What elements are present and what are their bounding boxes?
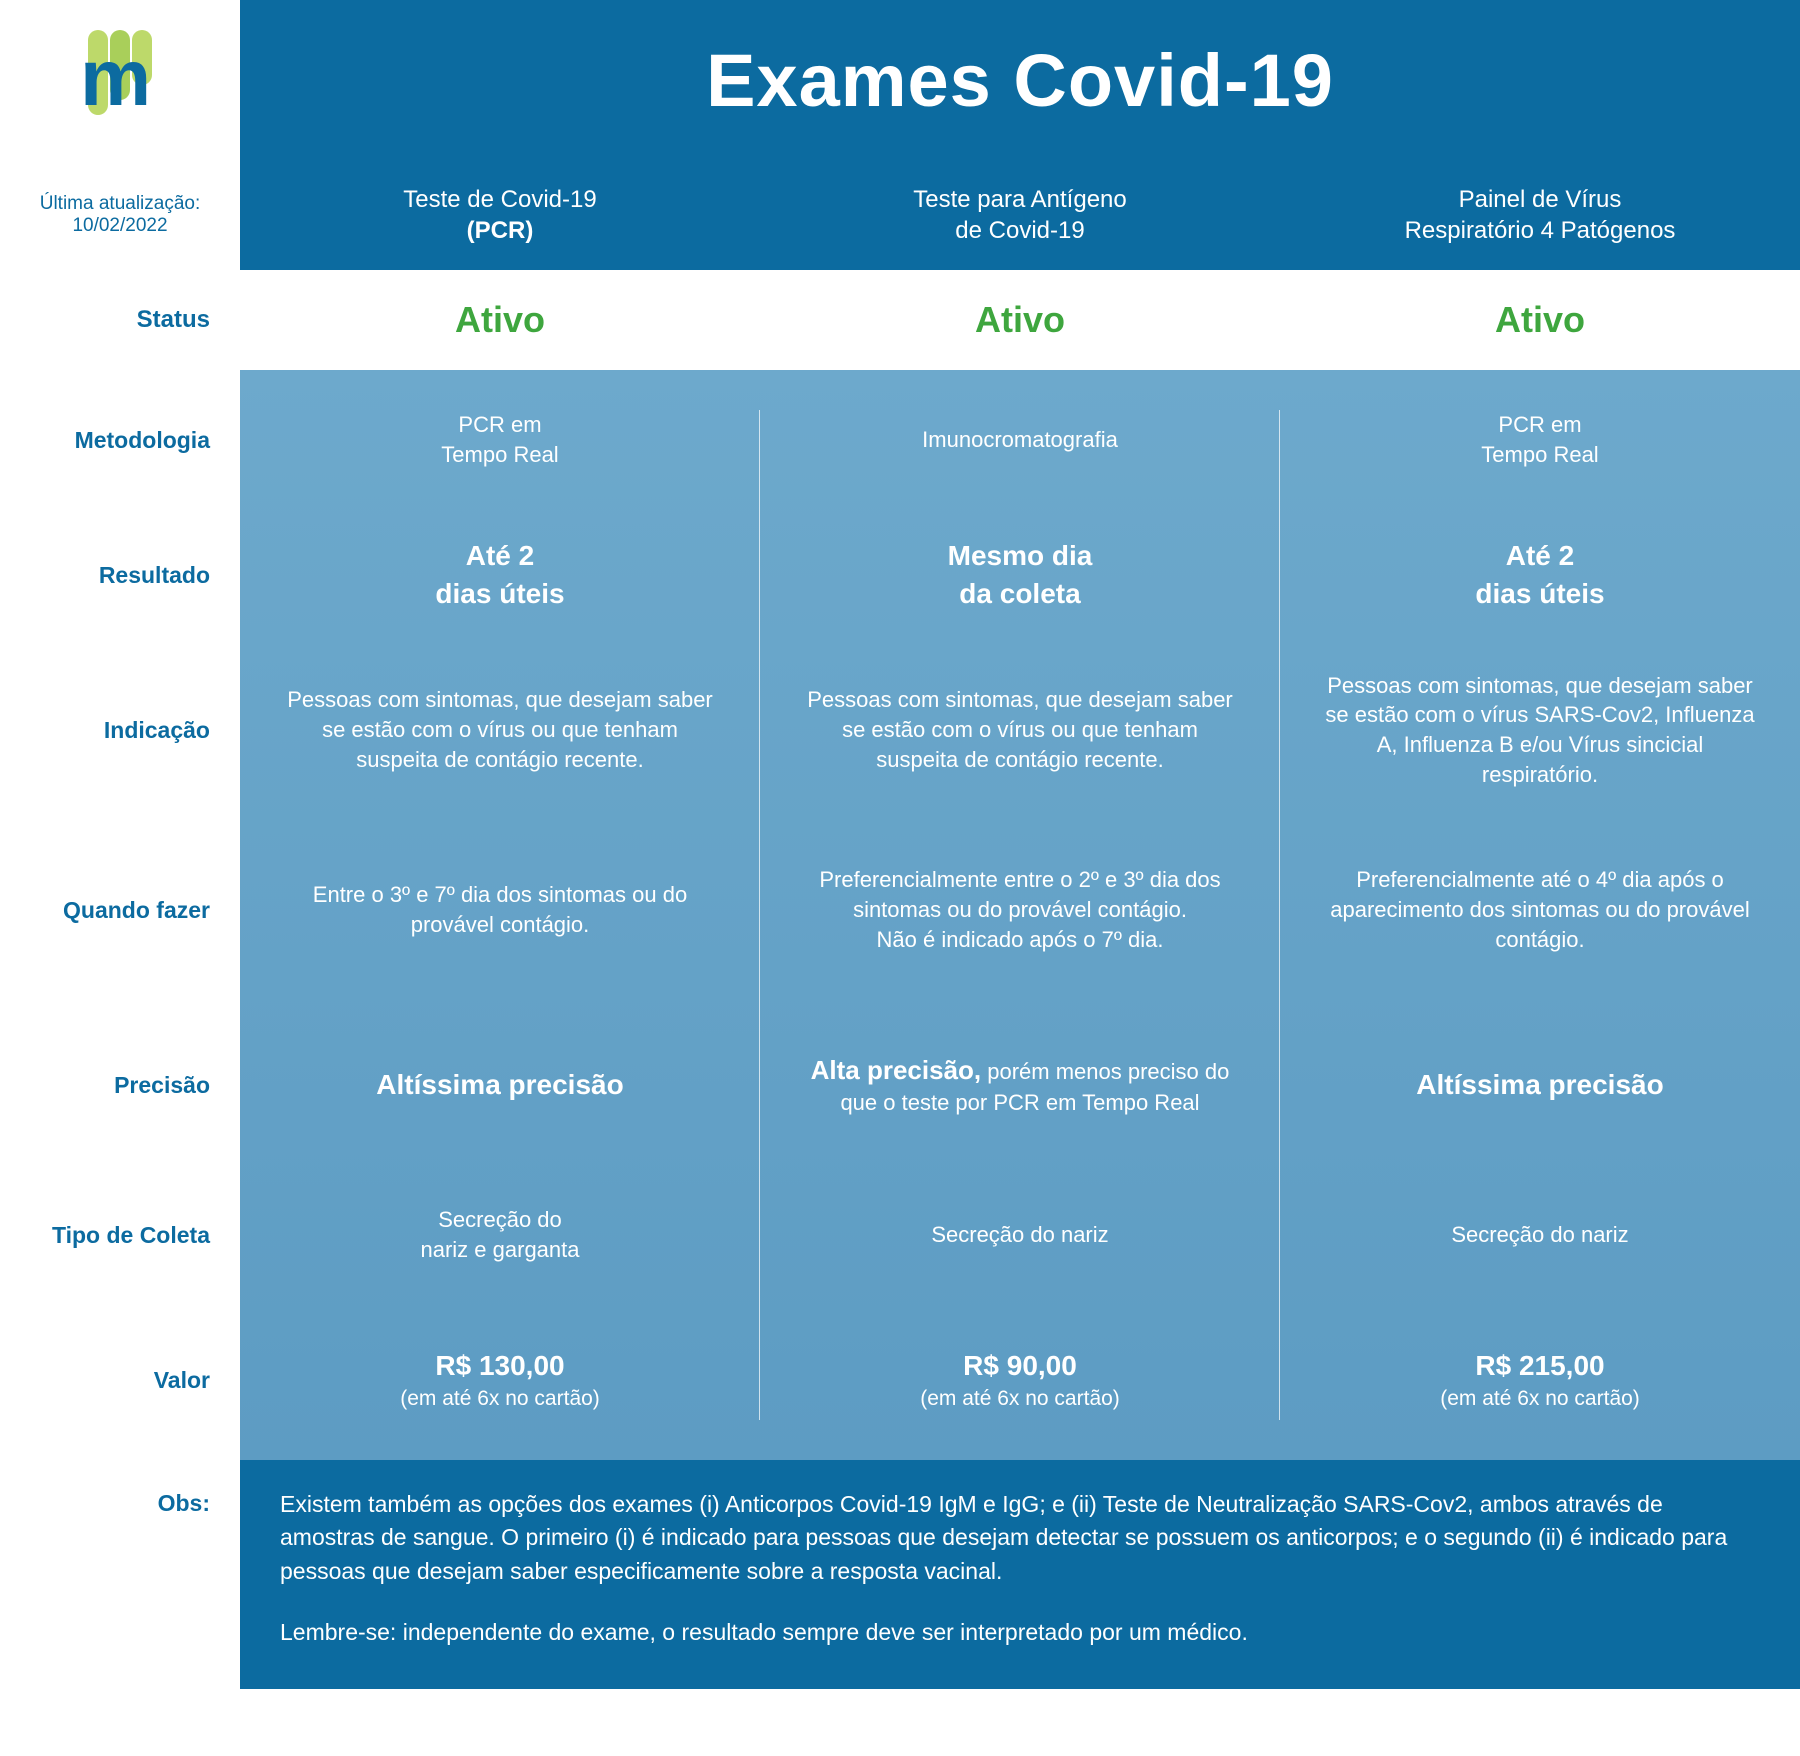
- prec-1: Alta precisão, porém menos preciso do qu…: [760, 1000, 1280, 1170]
- obs-p1: Existem também as opções dos exames (i) …: [280, 1488, 1750, 1588]
- label-valor: Valor: [0, 1300, 240, 1460]
- col2-line1: Painel de Vírus: [1459, 184, 1622, 215]
- label-precisao: Precisão: [0, 1000, 240, 1170]
- result-2-text: Até 2 dias úteis: [1475, 537, 1604, 613]
- update-date: 10/02/2022: [72, 215, 167, 237]
- indic-2: Pessoas com sintomas, que desejam saber …: [1280, 640, 1800, 820]
- update-box: Última atualização: 10/02/2022: [0, 160, 240, 270]
- col1-line2: de Covid-19: [955, 215, 1084, 246]
- valor-2-note: (em até 6x no cartão): [1440, 1385, 1640, 1413]
- prec-0-strong: Altíssima precisão: [376, 1066, 623, 1104]
- obs-body: Existem também as opções dos exames (i) …: [240, 1460, 1800, 1689]
- page-title: Exames Covid-19: [706, 38, 1334, 123]
- valor-1-price: R$ 90,00: [963, 1347, 1077, 1385]
- label-resultado: Resultado: [0, 510, 240, 640]
- header-row: m Exames Covid-19: [0, 0, 1800, 160]
- valor-0: R$ 130,00 (em até 6x no cartão): [240, 1300, 760, 1460]
- body-grid: Metodologia Resultado Indicação Quando f…: [0, 370, 1800, 1460]
- metod-0-text: PCR em Tempo Real: [441, 410, 558, 469]
- valor-0-note: (em até 6x no cartão): [400, 1385, 600, 1413]
- data-col-2: PCR em Tempo Real Até 2 dias úteis Pesso…: [1280, 370, 1800, 1460]
- prec-2: Altíssima precisão: [1280, 1000, 1800, 1170]
- data-grid: PCR em Tempo Real Até 2 dias úteis Pesso…: [240, 370, 1800, 1460]
- valor-1: R$ 90,00 (em até 6x no cartão): [760, 1300, 1280, 1460]
- quando-1-text: Preferencialmente entre o 2º e 3º dia do…: [800, 865, 1240, 954]
- quando-2-text: Preferencialmente até o 4º dia após o ap…: [1320, 865, 1760, 954]
- result-2: Até 2 dias úteis: [1280, 510, 1800, 640]
- status-cells: Ativo Ativo Ativo: [240, 270, 1800, 370]
- valor-2: R$ 215,00 (em até 6x no cartão): [1280, 1300, 1800, 1460]
- coleta-0: Secreção do nariz e garganta: [240, 1170, 760, 1300]
- metod-2: PCR em Tempo Real: [1280, 370, 1800, 510]
- result-0: Até 2 dias úteis: [240, 510, 760, 640]
- obs-row: Obs: Existem também as opções dos exames…: [0, 1460, 1800, 1689]
- result-1-text: Mesmo dia da coleta: [948, 537, 1093, 613]
- obs-label: Obs:: [0, 1460, 240, 1689]
- obs-p2: Lembre-se: independente do exame, o resu…: [280, 1616, 1750, 1649]
- indic-0: Pessoas com sintomas, que desejam saber …: [240, 640, 760, 820]
- update-label: Última atualização:: [40, 193, 201, 215]
- quando-0-text: Entre o 3º e 7º dia dos sintomas ou do p…: [280, 880, 720, 939]
- col-header-2: Painel de Vírus Respiratório 4 Patógenos: [1280, 160, 1800, 270]
- svg-text:m: m: [80, 33, 151, 122]
- valor-1-note: (em até 6x no cartão): [920, 1385, 1120, 1413]
- col0-line1: Teste de Covid-19: [403, 184, 596, 215]
- left-labels: Metodologia Resultado Indicação Quando f…: [0, 370, 240, 1460]
- label-metodologia: Metodologia: [0, 370, 240, 510]
- indic-1: Pessoas com sintomas, que desejam saber …: [760, 640, 1280, 820]
- infographic-root: m Exames Covid-19 Última atualização: 10…: [0, 0, 1800, 1689]
- quando-0: Entre o 3º e 7º dia dos sintomas ou do p…: [240, 820, 760, 1000]
- metod-2-text: PCR em Tempo Real: [1481, 410, 1598, 469]
- status-1: Ativo: [760, 270, 1280, 370]
- data-col-0: PCR em Tempo Real Até 2 dias úteis Pesso…: [240, 370, 760, 1460]
- prec-0: Altíssima precisão: [240, 1000, 760, 1170]
- status-0: Ativo: [240, 270, 760, 370]
- coleta-0-text: Secreção do nariz e garganta: [421, 1205, 580, 1264]
- valor-2-price: R$ 215,00: [1475, 1347, 1604, 1385]
- prec-2-strong: Altíssima precisão: [1416, 1066, 1663, 1104]
- label-coleta: Tipo de Coleta: [0, 1170, 240, 1300]
- prec-1-strong: Alta precisão,: [811, 1055, 982, 1085]
- coleta-2: Secreção do nariz: [1280, 1170, 1800, 1300]
- col-header-0: Teste de Covid-19 (PCR): [240, 160, 760, 270]
- valor-0-price: R$ 130,00: [435, 1347, 564, 1385]
- result-0-text: Até 2 dias úteis: [435, 537, 564, 613]
- title-box: Exames Covid-19: [240, 0, 1800, 160]
- metod-0: PCR em Tempo Real: [240, 370, 760, 510]
- columns-header: Teste de Covid-19 (PCR) Teste para Antíg…: [240, 160, 1800, 270]
- col-header-1: Teste para Antígeno de Covid-19: [760, 160, 1280, 270]
- status-row: Status Ativo Ativo Ativo: [0, 270, 1800, 370]
- subheader-row: Última atualização: 10/02/2022 Teste de …: [0, 160, 1800, 270]
- data-col-1: Imunocromatografia Mesmo dia da coleta P…: [760, 370, 1280, 1460]
- coleta-1: Secreção do nariz: [760, 1170, 1280, 1300]
- result-1: Mesmo dia da coleta: [760, 510, 1280, 640]
- col2-line2: Respiratório 4 Patógenos: [1405, 215, 1676, 246]
- logo-box: m: [0, 0, 240, 160]
- col1-line1: Teste para Antígeno: [913, 184, 1127, 215]
- status-2: Ativo: [1280, 270, 1800, 370]
- metod-1: Imunocromatografia: [760, 370, 1280, 510]
- label-quando: Quando fazer: [0, 820, 240, 1000]
- label-status: Status: [0, 270, 240, 370]
- label-indicacao: Indicação: [0, 640, 240, 820]
- logo-icon: m: [60, 20, 180, 140]
- col0-line2: (PCR): [467, 215, 534, 246]
- quando-1: Preferencialmente entre o 2º e 3º dia do…: [760, 820, 1280, 1000]
- quando-2: Preferencialmente até o 4º dia após o ap…: [1280, 820, 1800, 1000]
